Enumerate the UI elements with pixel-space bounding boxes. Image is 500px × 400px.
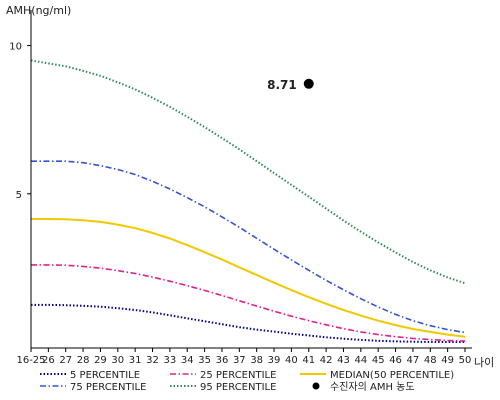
series-line-median-50-percentile [31, 218, 466, 338]
legend: 5 PERCENTILE 25 PERCENTILE MEDIAN(50 PERCE… [40, 370, 454, 393]
x-tick-label: 48 [424, 355, 437, 366]
y-axis-title: AMH(ng/ml) [6, 4, 71, 17]
series-line-75-percentile [31, 160, 466, 334]
legend-label: MEDIAN(50 PERCENTILE) [330, 370, 454, 381]
x-tick-label: 38 [250, 355, 263, 366]
x-tick-label: 42 [320, 355, 333, 366]
legend-label: 95 PERCENTILE [200, 382, 276, 393]
x-tick-label: 35 [198, 355, 211, 366]
y-tick-label: 5 [16, 190, 22, 201]
x-tick-label: 32 [146, 355, 159, 366]
x-tick-label: 37 [233, 355, 246, 366]
patient-amh-value-label: 8.71 [267, 78, 297, 92]
axes [30, 10, 472, 349]
legend-marker [312, 382, 320, 390]
x-tick-label: 36 [216, 355, 229, 366]
x-axis-title: 나이 [474, 356, 494, 369]
x-tick-label: 30 [111, 355, 124, 366]
x-tick-label: 49 [441, 355, 454, 366]
x-tick-label: 47 [407, 355, 420, 366]
x-tick-label: 50 [459, 355, 472, 366]
x-tick-label: 45 [372, 355, 385, 366]
x-tick-label: 43 [337, 355, 350, 366]
x-tick-label: 40 [285, 355, 298, 366]
legend-label: 5 PERCENTILE [70, 370, 140, 381]
legend-label: 수진자의 AMH 농도 [330, 381, 415, 393]
x-tick-label: 34 [181, 355, 194, 366]
legend-label: 75 PERCENTILE [70, 382, 146, 393]
x-tick-label: 26 [42, 355, 55, 366]
y-tick-label: 10 [9, 42, 22, 53]
x-tick-label: 31 [129, 355, 142, 366]
patient-amh-point [303, 78, 314, 89]
data-points: 8.71 [267, 78, 314, 92]
series-line-5-percentile [31, 303, 465, 343]
x-tick-label: 29 [94, 355, 107, 366]
x-tick-label: 46 [389, 355, 402, 366]
series-line-95-percentile [30, 59, 466, 285]
series-lines [30, 59, 466, 343]
series-line-25-percentile [31, 264, 466, 342]
x-tick-label: 27 [59, 355, 72, 366]
x-tick-label: 28 [77, 355, 90, 366]
x-tick-label: 44 [354, 355, 367, 366]
legend-label: 25 PERCENTILE [200, 370, 276, 381]
x-tick-label: 41 [302, 355, 315, 366]
x-tick-label: 33 [164, 355, 177, 366]
x-tick-label: 39 [268, 355, 281, 366]
x-tick-label: 16-25 [16, 355, 45, 366]
